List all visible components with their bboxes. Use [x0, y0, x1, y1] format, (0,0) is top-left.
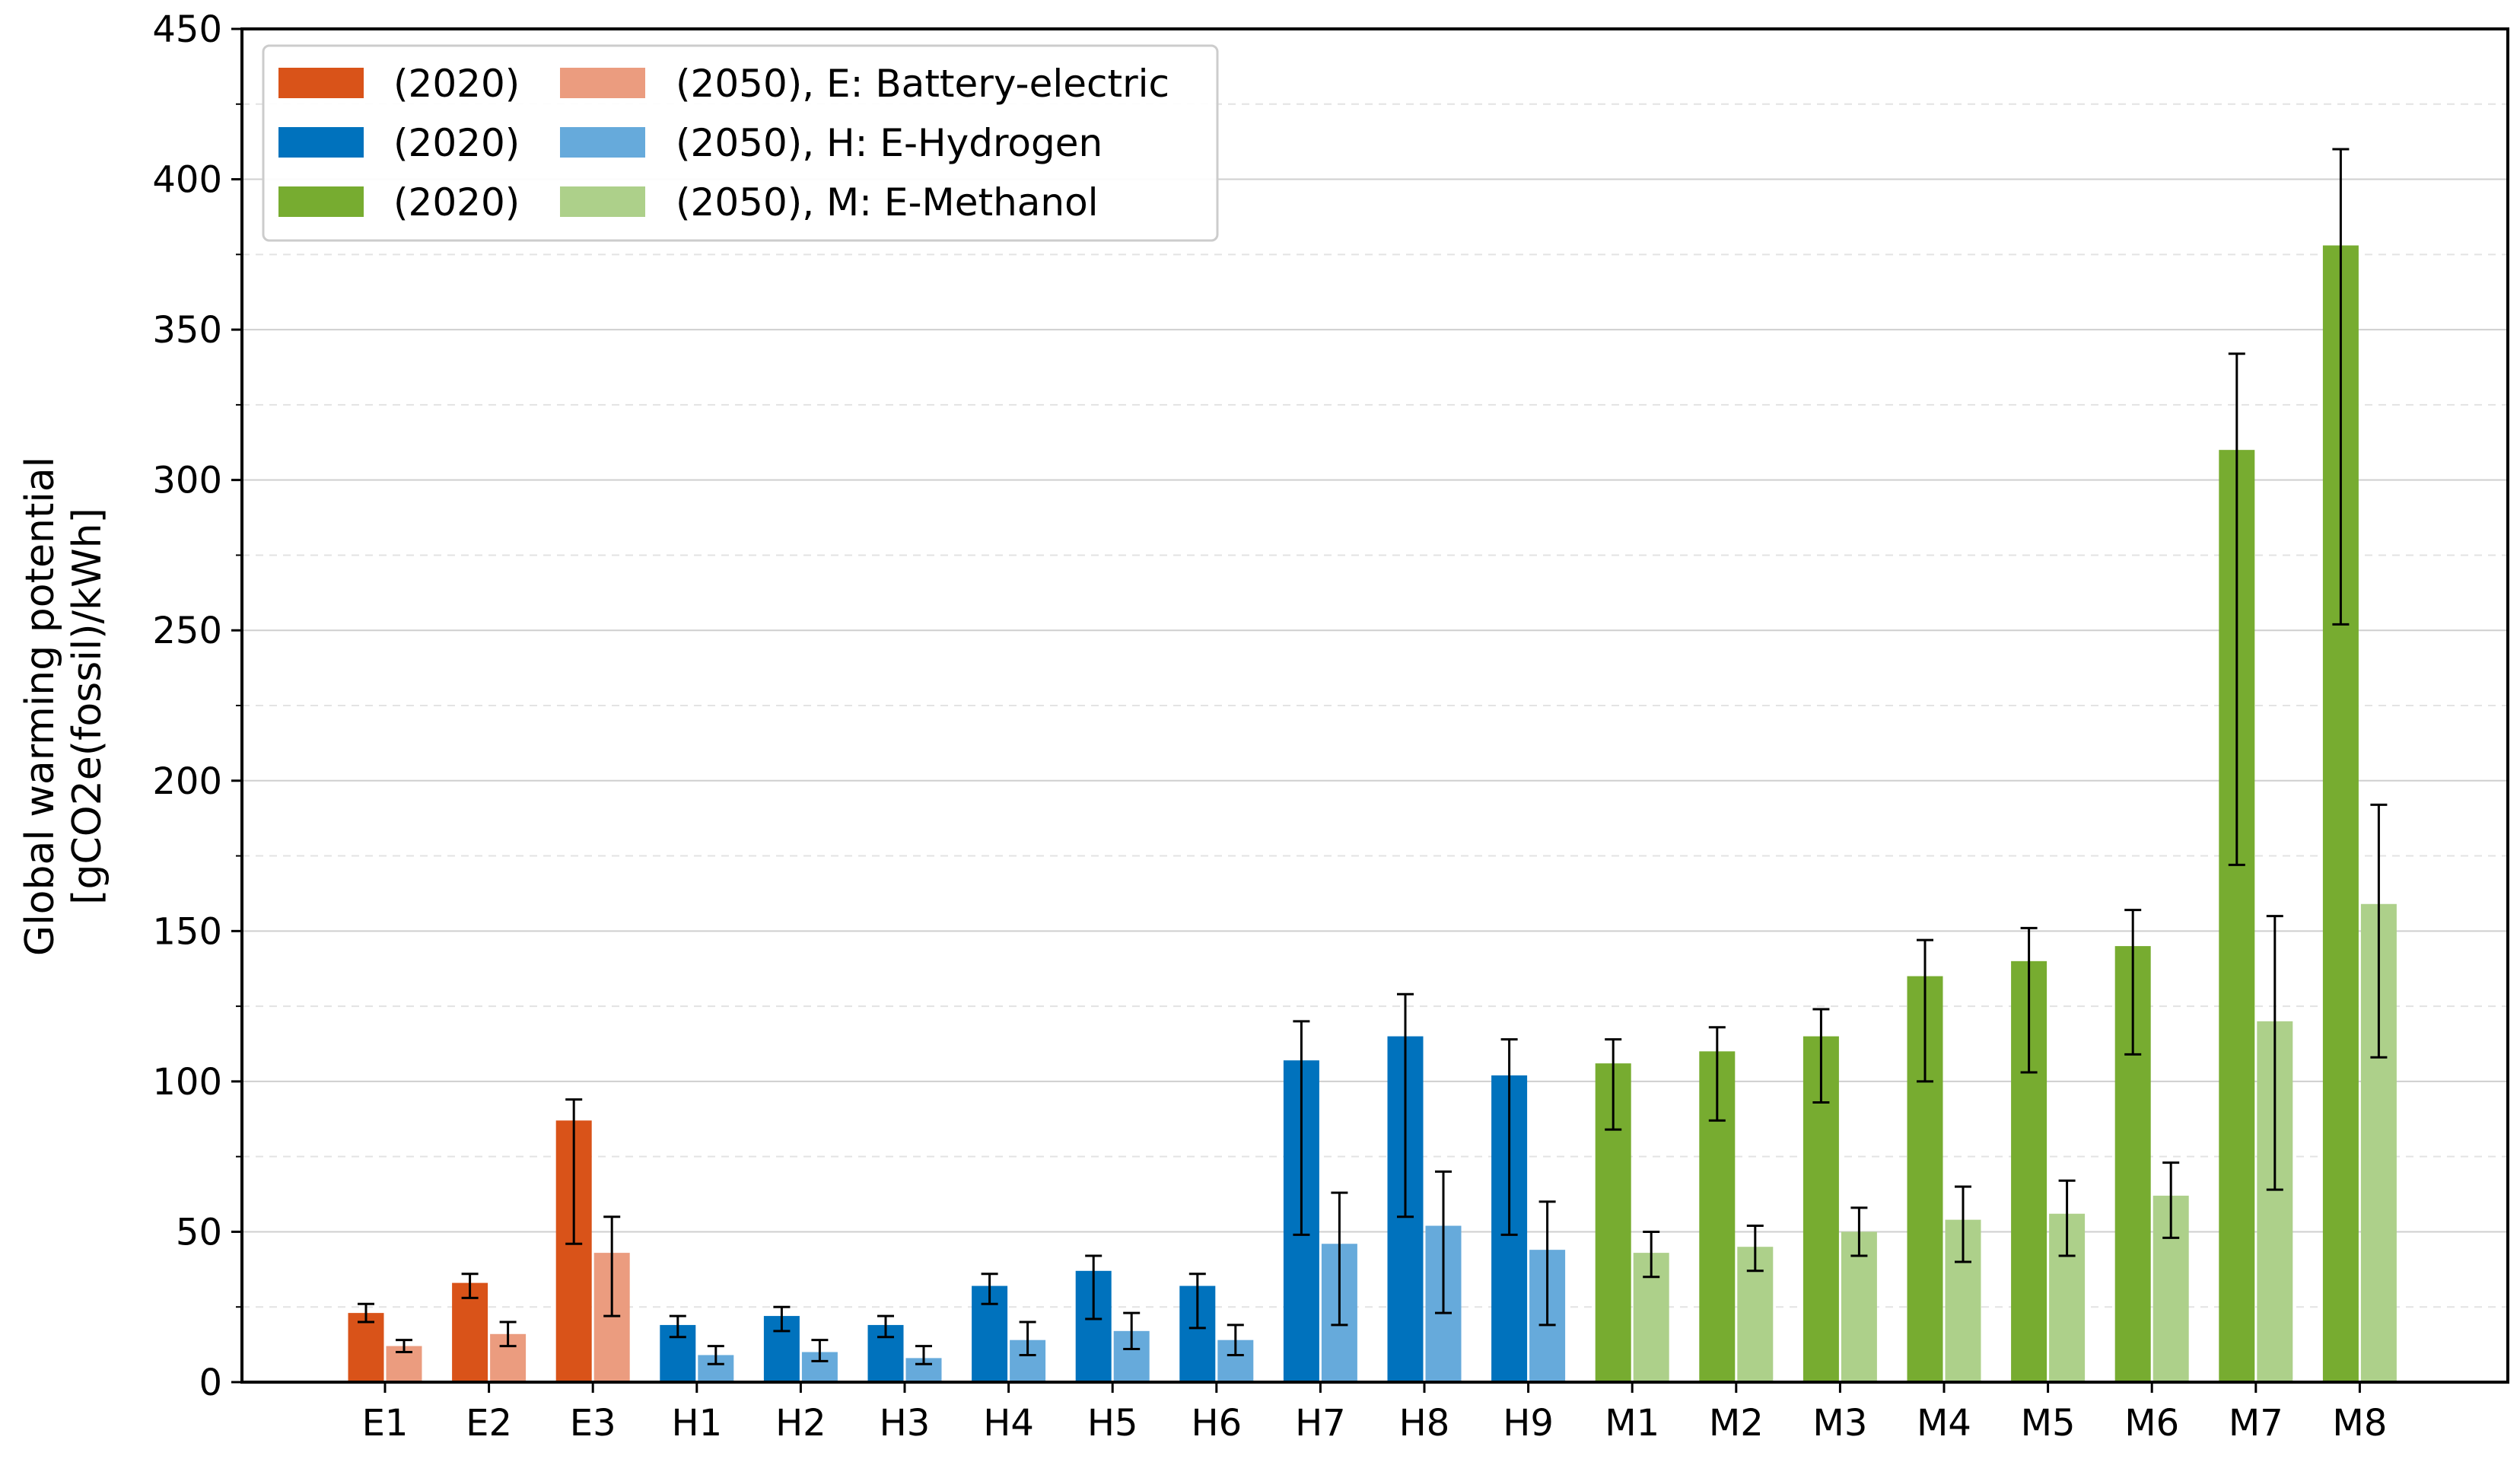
x-tick-label: H8: [1399, 1402, 1450, 1445]
x-tick-label: H7: [1295, 1402, 1346, 1445]
x-tick-label: M8: [2332, 1402, 2387, 1445]
y-axis-ticks: 0 50 100 150 200 250 300 350 400 450: [152, 8, 242, 1404]
y-axis-title-line2: [gCO2e(fossil)/kWh]: [65, 508, 110, 905]
y-tick-label: 400: [152, 159, 222, 202]
y-tick-label: 50: [176, 1211, 222, 1254]
x-tick-label: M1: [1605, 1402, 1659, 1445]
legend-box: [262, 44, 1219, 242]
y-axis-title: Global warming potential [gCO2e(fossil)/…: [18, 457, 110, 956]
y-tick-label: 100: [152, 1061, 222, 1104]
y-tick-label: 300: [152, 460, 222, 502]
x-tick-label: H5: [1087, 1402, 1138, 1445]
x-axis-ticks: E1 E2 E3 H1 H2 H3 H4 H5 H6 H7 H8 H9 M1 M2 M3 M4 M5 M6 M7 M8: [362, 1382, 2387, 1445]
legend-swatch-2020-H: [278, 127, 364, 158]
legend-swatch-2050-E: [560, 68, 645, 98]
x-tick-label: H2: [775, 1402, 826, 1445]
y-axis-title-line1: Global warming potential: [18, 457, 63, 956]
legend-swatch-2020-E: [278, 68, 364, 98]
x-tick-label: E2: [466, 1402, 512, 1445]
x-tick-label: M7: [2229, 1402, 2283, 1445]
legend-label-2050-E: (2050), E: Battery-electric: [676, 62, 1169, 106]
legend: (2020) (2050), E: Battery-electric (2020) (…: [262, 44, 1219, 242]
y-tick-label: 250: [152, 610, 222, 652]
y-tick-label: 0: [199, 1362, 222, 1404]
x-tick-label: H6: [1191, 1402, 1242, 1445]
legend-label-2020-E: (2020): [393, 62, 520, 106]
x-tick-label: H3: [880, 1402, 931, 1445]
x-tick-label: H4: [983, 1402, 1034, 1445]
legend-label-2050-H: (2050), H: E-Hydrogen: [676, 121, 1102, 165]
bar-E2-2020: [452, 1282, 488, 1382]
error-bars: [358, 148, 2388, 1365]
y-tick-label: 200: [152, 760, 222, 803]
x-tick-label: H1: [671, 1402, 722, 1445]
x-tick-label: M4: [1917, 1402, 1971, 1445]
legend-swatch-2050-H: [560, 127, 645, 158]
x-tick-label: E1: [362, 1402, 409, 1445]
x-tick-label: H9: [1503, 1402, 1554, 1445]
legend-label-2020-H: (2020): [393, 121, 520, 165]
legend-swatch-2050-M: [560, 186, 645, 217]
y-tick-label: 450: [152, 8, 222, 51]
x-tick-label: M6: [2124, 1402, 2179, 1445]
y-tick-label: 150: [152, 910, 222, 953]
x-tick-label: M5: [2021, 1402, 2076, 1445]
x-tick-label: M2: [1709, 1402, 1764, 1445]
legend-label-2020-M: (2020): [393, 180, 520, 225]
y-tick-label: 350: [152, 309, 222, 352]
x-tick-label: E3: [570, 1402, 616, 1445]
legend-label-2050-M: (2050), M: E-Methanol: [676, 180, 1099, 225]
x-tick-label: M3: [1812, 1402, 1867, 1445]
bar-E1-2020: [348, 1313, 384, 1382]
legend-swatch-2020-M: [278, 186, 364, 217]
